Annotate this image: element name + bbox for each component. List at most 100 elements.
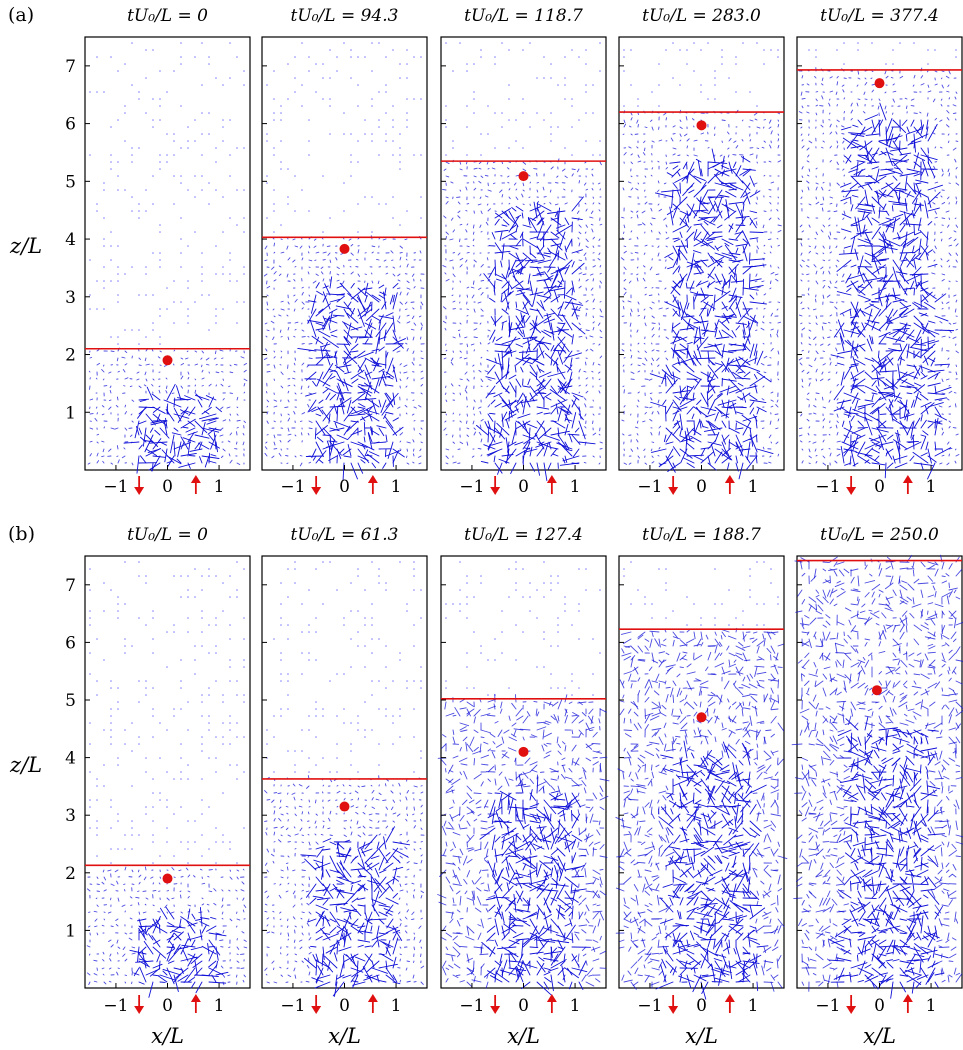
velocity-vector xyxy=(836,140,838,144)
velocity-vector xyxy=(138,406,148,415)
velocity-vector xyxy=(776,238,779,240)
velocity-vector xyxy=(357,406,366,410)
velocity-vector xyxy=(700,181,707,191)
velocity-vector xyxy=(934,329,955,332)
velocity-vector xyxy=(571,262,585,275)
velocity-vector xyxy=(657,203,660,206)
velocity-vector xyxy=(561,408,573,415)
velocity-vector xyxy=(356,258,359,261)
velocity-vector xyxy=(157,356,161,359)
vector-dot xyxy=(103,610,105,612)
velocity-vector xyxy=(109,390,112,394)
velocity-vector xyxy=(350,244,354,247)
velocity-vector xyxy=(108,448,112,452)
velocity-vector xyxy=(672,125,676,128)
velocity-vector xyxy=(564,364,573,371)
velocity-vector xyxy=(686,138,690,142)
velocity-vector xyxy=(279,329,282,333)
velocity-vector xyxy=(636,210,639,213)
vector-dot xyxy=(173,631,175,633)
velocity-vector xyxy=(522,294,533,307)
velocity-vector xyxy=(491,167,496,170)
velocity-vector xyxy=(194,363,199,366)
velocity-vector xyxy=(557,399,572,414)
velocity-vector xyxy=(220,406,224,410)
vector-dot xyxy=(117,70,119,72)
vector-dot xyxy=(110,280,112,282)
velocity-vector xyxy=(270,320,275,324)
velocity-vector xyxy=(403,371,408,374)
velocity-vector xyxy=(814,237,817,240)
velocity-vector xyxy=(529,266,542,269)
velocity-vector xyxy=(522,337,537,345)
velocity-vector xyxy=(350,282,355,289)
velocity-vector xyxy=(509,233,517,240)
velocity-vector xyxy=(131,462,134,466)
velocity-vector xyxy=(382,238,387,241)
velocity-vector xyxy=(347,293,359,303)
vector-dot xyxy=(117,603,119,605)
vector-dot xyxy=(117,266,119,268)
velocity-vector xyxy=(266,301,268,306)
vector-dot xyxy=(686,49,688,51)
vector-dot xyxy=(714,84,716,86)
vector-dot xyxy=(201,280,203,282)
velocity-vector xyxy=(564,352,582,359)
vector-dot xyxy=(899,42,901,44)
vector-dot xyxy=(623,105,625,107)
velocity-vector xyxy=(598,378,601,381)
vector-dot xyxy=(378,91,380,93)
vector-dot xyxy=(138,701,140,703)
vector-dot xyxy=(117,848,119,850)
velocity-vector xyxy=(229,459,233,464)
velocity-vector xyxy=(116,357,119,362)
velocity-vector xyxy=(158,385,161,388)
velocity-vector xyxy=(549,202,552,205)
velocity-vector xyxy=(577,168,580,173)
vector-dot xyxy=(152,175,154,177)
velocity-vector xyxy=(186,350,189,353)
velocity-vector xyxy=(294,321,299,324)
velocity-vector xyxy=(142,439,154,443)
velocity-vector xyxy=(220,383,224,387)
velocity-vector xyxy=(567,364,573,373)
vector-dot xyxy=(371,105,373,107)
velocity-vector xyxy=(501,161,504,165)
velocity-vector xyxy=(199,456,203,464)
velocity-vector xyxy=(591,168,594,171)
velocity-vector xyxy=(222,448,226,452)
velocity-vector xyxy=(280,336,283,338)
velocity-vector xyxy=(159,350,162,353)
velocity-vector xyxy=(145,448,158,457)
vector-dot xyxy=(173,855,175,857)
velocity-vector xyxy=(501,273,513,289)
velocity-vector xyxy=(585,349,589,352)
velocity-vector xyxy=(487,434,496,451)
velocity-vector xyxy=(110,462,113,465)
velocity-vector xyxy=(808,287,810,291)
vector-dot xyxy=(473,98,475,100)
velocity-vector xyxy=(664,405,667,422)
velocity-vector xyxy=(398,315,401,320)
velocity-vector xyxy=(693,175,706,182)
velocity-vector xyxy=(459,238,461,243)
velocity-vector xyxy=(180,436,189,450)
velocity-vector xyxy=(472,231,475,235)
velocity-vector xyxy=(293,279,296,282)
velocity-vector xyxy=(272,336,275,341)
velocity-vector xyxy=(176,458,182,464)
velocity-vector xyxy=(515,259,524,262)
vector-dot xyxy=(222,841,224,843)
vector-dot xyxy=(180,56,182,58)
vector-dot xyxy=(152,820,154,822)
vector-dot xyxy=(124,189,126,191)
velocity-vector xyxy=(947,133,950,136)
velocity-vector xyxy=(827,336,831,338)
velocity-vector xyxy=(719,154,723,157)
velocity-vector xyxy=(571,434,581,445)
vector-dot xyxy=(273,210,275,212)
vector-dot xyxy=(222,266,224,268)
velocity-vector xyxy=(537,388,545,401)
velocity-vector xyxy=(530,259,545,264)
velocity-vector xyxy=(329,427,340,432)
